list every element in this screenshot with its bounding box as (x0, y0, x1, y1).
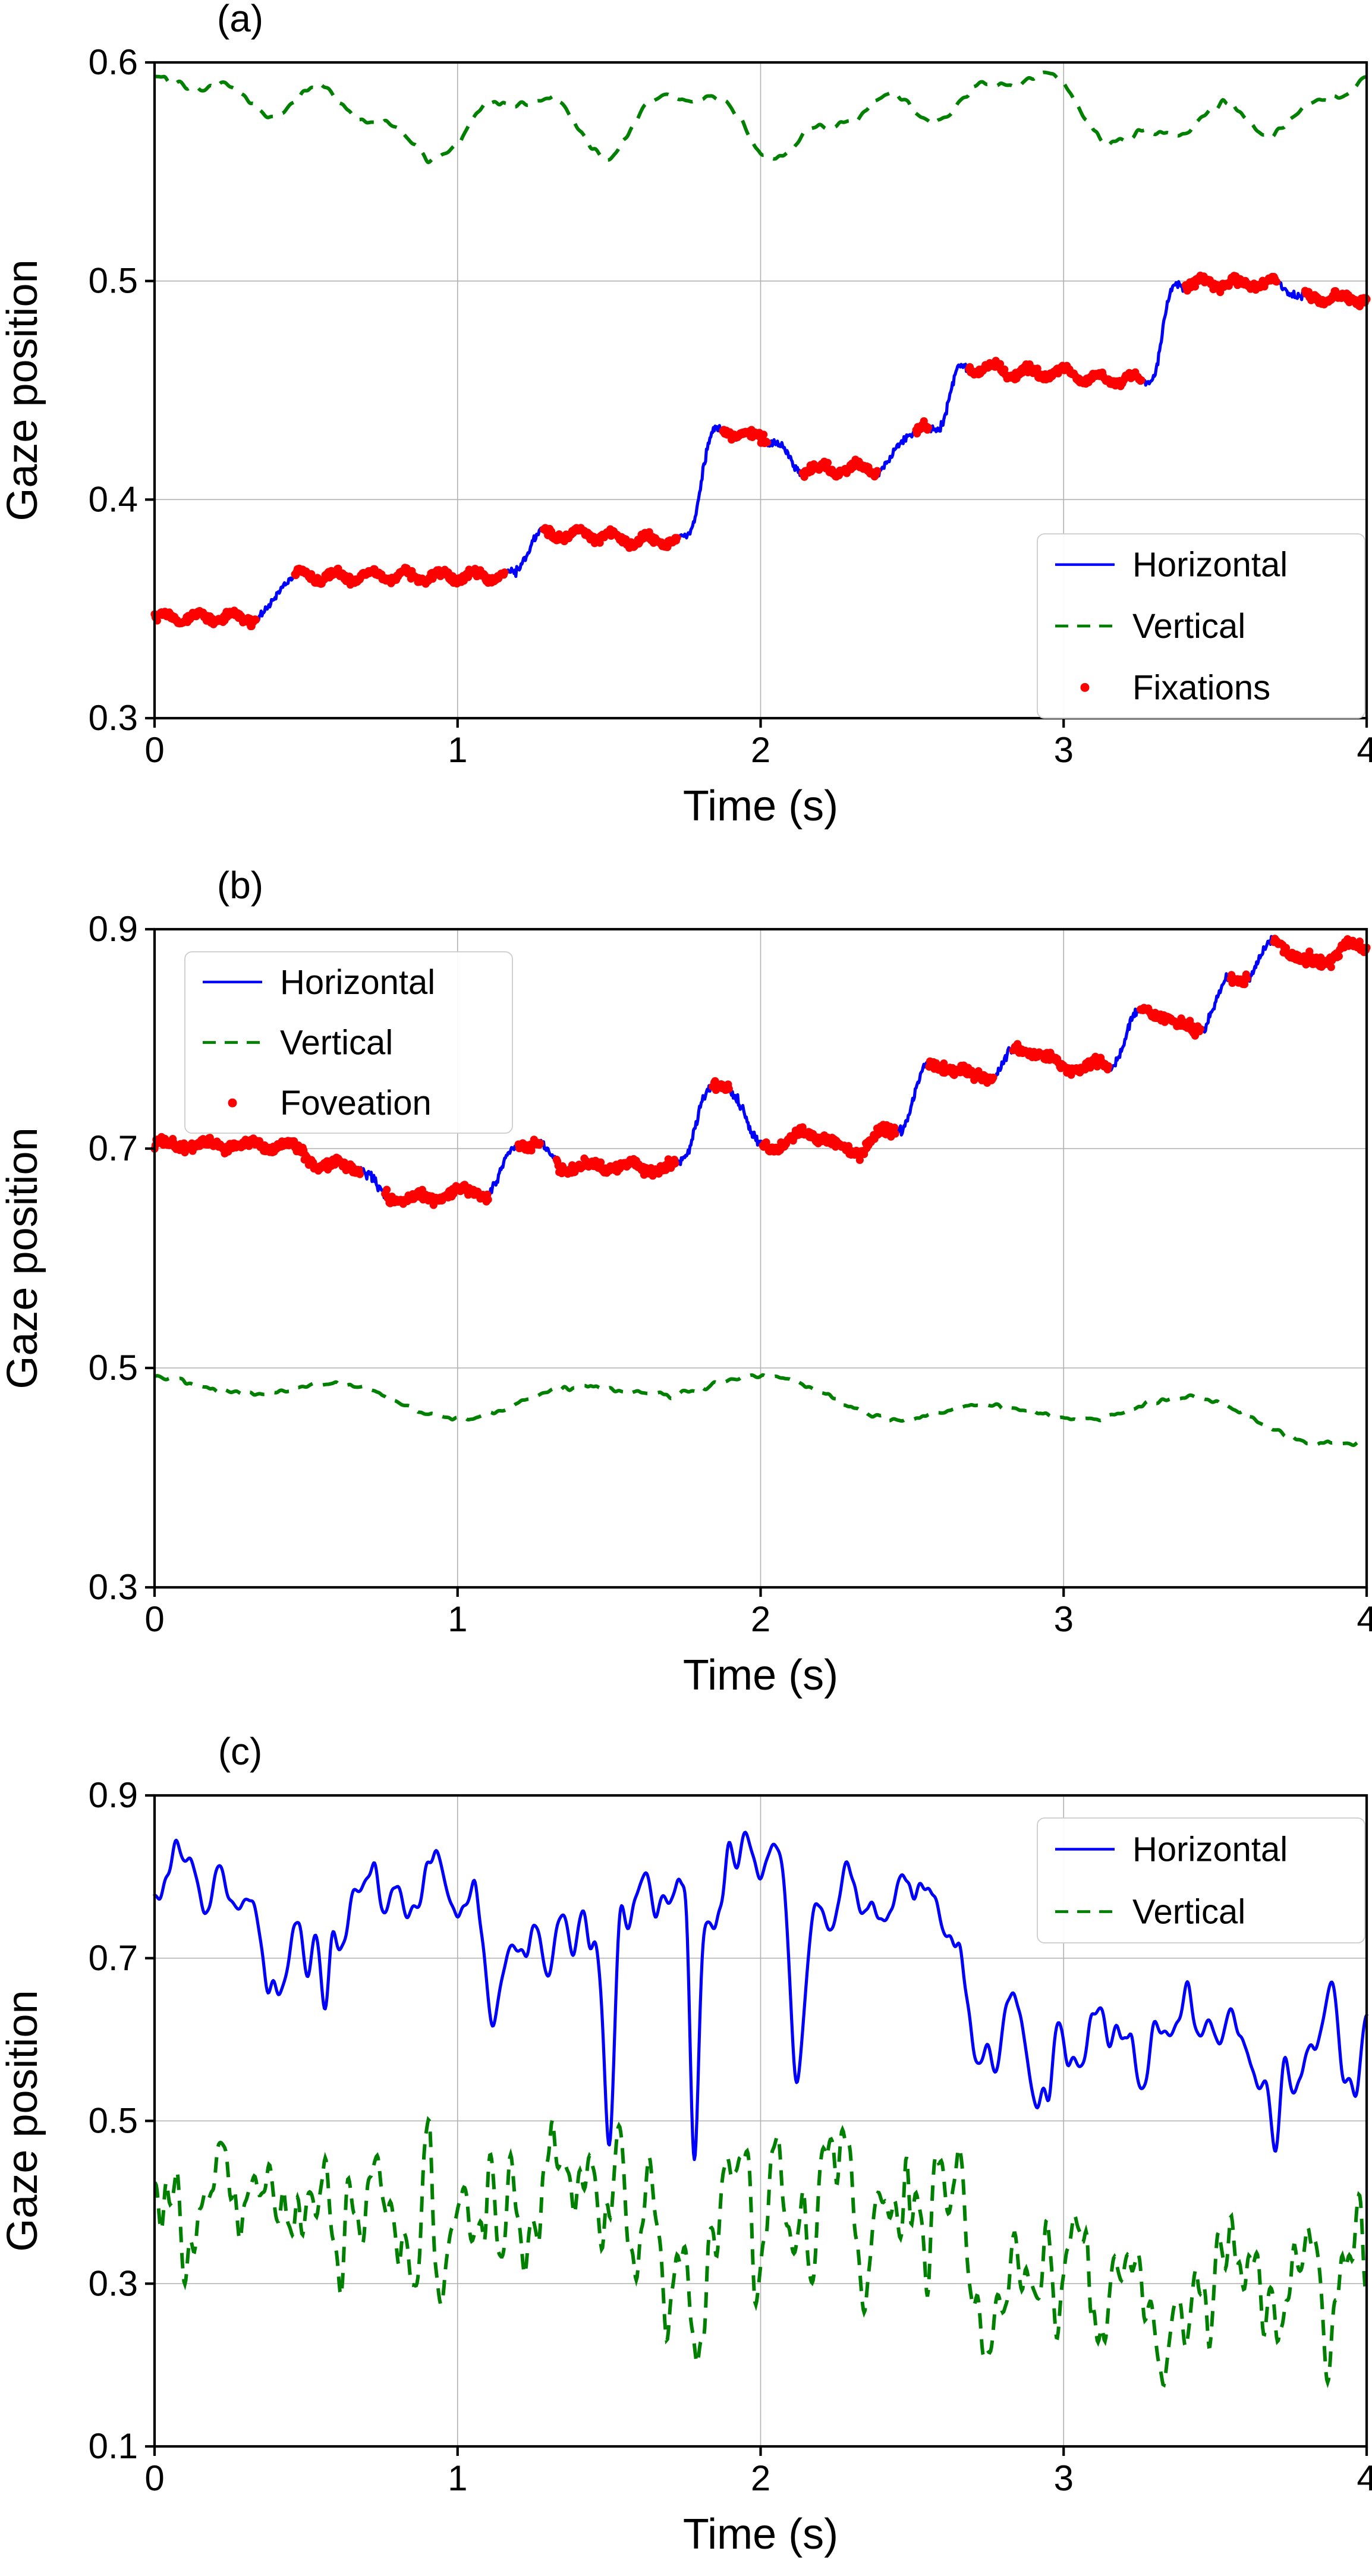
svg-text:4: 4 (1357, 2458, 1372, 2498)
svg-text:2: 2 (751, 2458, 770, 2498)
svg-text:0.9: 0.9 (89, 1775, 138, 1815)
svg-text:0.5: 0.5 (89, 1348, 138, 1388)
svg-text:2: 2 (751, 1599, 770, 1639)
svg-text:Gaze position: Gaze position (0, 259, 46, 521)
svg-text:1: 1 (448, 2458, 467, 2498)
svg-text:Time (s): Time (s) (683, 2511, 838, 2558)
svg-text:Horizontal: Horizontal (1132, 546, 1288, 584)
svg-text:2: 2 (751, 730, 770, 770)
svg-text:0.7: 0.7 (89, 1128, 138, 1168)
svg-text:Vertical: Vertical (280, 1024, 393, 1062)
svg-text:Time (s): Time (s) (683, 1652, 838, 1699)
svg-text:0.1: 0.1 (89, 2426, 138, 2466)
svg-text:3: 3 (1054, 730, 1074, 770)
svg-text:1: 1 (448, 730, 467, 770)
svg-text:0: 0 (144, 730, 164, 770)
svg-text:Fixations: Fixations (1132, 668, 1270, 707)
svg-text:0.3: 0.3 (89, 2263, 138, 2303)
svg-text:Vertical: Vertical (1132, 607, 1245, 646)
svg-text:Horizontal: Horizontal (280, 963, 435, 1002)
svg-text:Gaze position: Gaze position (0, 1990, 46, 2251)
svg-text:0: 0 (144, 1599, 164, 1639)
svg-text:(b): (b) (217, 864, 263, 907)
svg-text:(a): (a) (217, 0, 263, 40)
svg-text:0.5: 0.5 (89, 2101, 138, 2141)
svg-text:0.3: 0.3 (89, 1567, 138, 1607)
svg-text:3: 3 (1054, 1599, 1074, 1639)
svg-text:Gaze position: Gaze position (0, 1127, 46, 1389)
svg-text:Time (s): Time (s) (683, 782, 838, 830)
svg-text:0.3: 0.3 (89, 698, 138, 738)
svg-text:4: 4 (1357, 730, 1372, 770)
svg-text:0.5: 0.5 (89, 261, 138, 301)
svg-text:0.7: 0.7 (89, 1938, 138, 1978)
svg-text:Horizontal: Horizontal (1132, 1830, 1288, 1869)
svg-text:0: 0 (144, 2458, 164, 2498)
svg-text:1: 1 (448, 1599, 467, 1639)
svg-text:Vertical: Vertical (1132, 1893, 1245, 1932)
svg-text:(c): (c) (218, 1730, 263, 1773)
svg-text:0.6: 0.6 (89, 42, 138, 82)
svg-text:0.4: 0.4 (89, 479, 138, 519)
svg-text:4: 4 (1357, 1599, 1372, 1639)
svg-text:3: 3 (1054, 2458, 1074, 2498)
svg-text:0.9: 0.9 (89, 909, 138, 949)
svg-text:Foveation: Foveation (280, 1084, 432, 1122)
